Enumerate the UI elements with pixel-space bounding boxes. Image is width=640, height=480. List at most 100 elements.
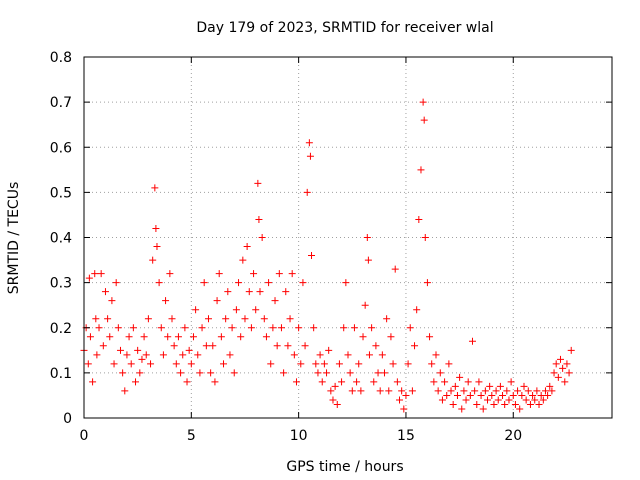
axis-ticks — [83, 56, 612, 419]
data-point — [559, 364, 567, 372]
data-point — [550, 369, 558, 377]
data-point — [370, 378, 378, 386]
data-point — [365, 351, 373, 359]
data-point — [213, 297, 221, 305]
data-point — [342, 279, 350, 287]
data-point — [179, 351, 187, 359]
data-point — [269, 324, 277, 332]
data-point — [456, 373, 464, 381]
data-point — [174, 333, 182, 341]
chart-title: Day 179 of 2023, SRMTID for receiver wla… — [196, 20, 493, 36]
data-point — [217, 333, 225, 341]
data-point — [149, 256, 157, 264]
data-point — [420, 116, 428, 124]
data-point — [170, 342, 178, 350]
data-point — [267, 360, 275, 368]
data-point — [325, 346, 333, 354]
data-point — [84, 360, 92, 368]
data-point — [468, 337, 476, 345]
data-point — [428, 360, 436, 368]
data-point — [314, 369, 322, 377]
data-point — [237, 333, 245, 341]
data-point — [114, 324, 122, 332]
data-point — [299, 279, 307, 287]
data-point — [157, 324, 165, 332]
data-point — [262, 333, 270, 341]
data-point — [295, 324, 303, 332]
data-point — [288, 270, 296, 278]
data-point — [402, 391, 410, 399]
data-point — [346, 369, 354, 377]
data-point — [449, 400, 457, 408]
data-point — [419, 98, 427, 106]
data-point — [484, 396, 492, 404]
data-point — [85, 274, 93, 282]
data-point — [333, 400, 341, 408]
data-point — [529, 391, 537, 399]
data-point — [255, 215, 263, 223]
data-point — [125, 333, 133, 341]
data-point — [363, 234, 371, 241]
data-point — [481, 387, 489, 395]
data-point — [380, 369, 388, 377]
data-point — [393, 378, 401, 386]
data-point — [438, 396, 446, 404]
data-point — [526, 400, 534, 408]
data-point — [194, 351, 202, 359]
data-point — [89, 378, 97, 386]
data-point — [181, 324, 189, 332]
data-point — [458, 405, 466, 413]
data-point — [432, 351, 440, 359]
data-point — [301, 342, 309, 350]
data-point — [243, 243, 251, 251]
y-tick-label: 0.3 — [50, 276, 72, 292]
data-point — [151, 184, 159, 192]
data-point — [142, 351, 150, 359]
data-point — [486, 382, 494, 390]
data-point — [320, 360, 328, 368]
data-point — [204, 315, 212, 323]
data-point — [99, 342, 107, 350]
data-point — [92, 315, 100, 323]
data-point — [312, 360, 320, 368]
data-point — [511, 400, 519, 408]
data-point — [453, 391, 461, 399]
data-point — [144, 315, 152, 323]
data-point — [247, 324, 255, 332]
data-point — [95, 324, 103, 332]
data-point — [479, 405, 487, 413]
data-point — [235, 279, 243, 287]
data-point — [492, 387, 500, 395]
data-point — [292, 378, 300, 386]
data-point — [258, 234, 266, 241]
data-point — [129, 324, 137, 332]
data-point — [290, 351, 298, 359]
data-point — [230, 369, 238, 377]
data-point — [108, 297, 116, 305]
y-tick-label: 0.5 — [50, 185, 72, 201]
data-point — [338, 378, 346, 386]
data-point — [260, 315, 268, 323]
data-point — [162, 297, 170, 305]
data-point — [112, 279, 120, 287]
data-point — [447, 387, 455, 395]
data-point — [443, 391, 451, 399]
data-point — [505, 396, 513, 404]
data-point — [524, 387, 532, 395]
data-point — [477, 391, 485, 399]
data-point — [522, 396, 530, 404]
data-point — [209, 342, 217, 350]
data-point — [198, 324, 206, 332]
data-point — [541, 387, 549, 395]
x-tick-label: 10 — [290, 428, 308, 444]
y-axis-label: SRMTID / TECUs — [6, 182, 22, 295]
data-point — [275, 270, 283, 278]
data-point — [520, 382, 528, 390]
y-tick-label: 0.4 — [50, 231, 72, 247]
data-point — [518, 391, 526, 399]
data-point — [464, 378, 472, 386]
data-point — [411, 342, 419, 350]
data-point — [556, 355, 564, 363]
y-tick-label: 0.6 — [50, 140, 72, 156]
